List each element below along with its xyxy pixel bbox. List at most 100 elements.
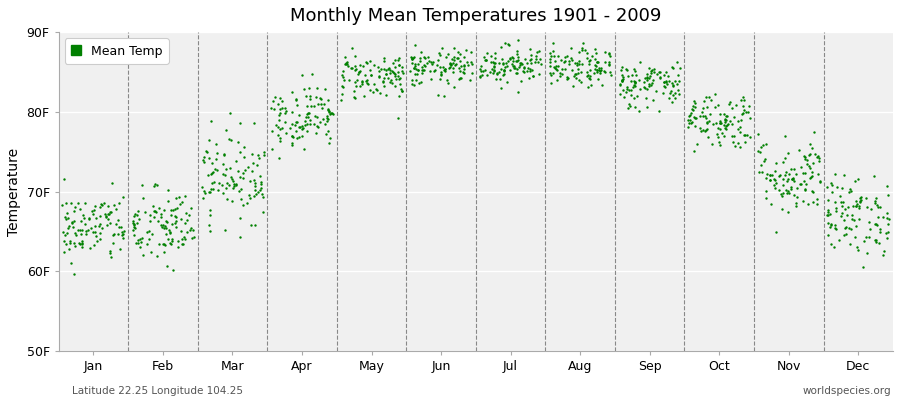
Point xyxy=(67,208,81,214)
Point xyxy=(405,56,419,63)
Point xyxy=(717,133,732,139)
Point xyxy=(800,157,814,163)
Point xyxy=(802,152,816,158)
Point xyxy=(706,121,720,127)
Point xyxy=(688,100,702,106)
Point xyxy=(417,53,431,60)
Point xyxy=(878,248,892,254)
Point xyxy=(56,229,70,235)
Point xyxy=(385,68,400,74)
Point xyxy=(373,68,387,74)
Point xyxy=(55,202,69,208)
Point xyxy=(756,142,770,148)
Point xyxy=(524,60,538,67)
Point xyxy=(461,62,475,68)
Point xyxy=(148,180,162,187)
Point xyxy=(69,232,84,238)
Point xyxy=(446,57,461,63)
Point xyxy=(835,184,850,191)
Point xyxy=(681,120,696,126)
Point xyxy=(623,102,637,109)
Point xyxy=(456,62,471,68)
Point xyxy=(842,225,856,232)
Point xyxy=(705,140,719,147)
Point xyxy=(154,214,168,221)
Point xyxy=(245,151,259,157)
Point xyxy=(497,68,511,74)
Point xyxy=(437,65,452,72)
Point xyxy=(789,203,804,210)
Point xyxy=(719,117,733,123)
Point xyxy=(796,198,810,204)
Point xyxy=(498,40,512,46)
Point xyxy=(316,116,330,122)
Point xyxy=(127,220,141,227)
Point xyxy=(155,224,169,230)
Point xyxy=(832,237,847,244)
Point xyxy=(850,201,865,207)
Point xyxy=(545,48,560,55)
Point xyxy=(76,227,90,234)
Point xyxy=(78,200,93,206)
Point xyxy=(212,187,226,194)
Point xyxy=(835,203,850,210)
Point xyxy=(643,83,657,89)
Point xyxy=(672,65,687,72)
Point xyxy=(179,217,194,224)
Point xyxy=(823,224,837,230)
Point xyxy=(161,187,176,193)
Point xyxy=(150,253,165,260)
Point xyxy=(311,101,326,108)
Point xyxy=(860,234,874,240)
Point xyxy=(844,188,859,194)
Point xyxy=(71,200,86,206)
Point xyxy=(776,158,790,165)
Point xyxy=(688,104,702,110)
Point xyxy=(313,101,328,108)
Point xyxy=(277,104,292,111)
Point xyxy=(242,192,256,198)
Point xyxy=(464,59,478,65)
Point xyxy=(490,76,504,82)
Point xyxy=(543,70,557,76)
Point xyxy=(644,80,659,87)
Point xyxy=(106,240,121,246)
Point xyxy=(543,63,557,69)
Point xyxy=(543,49,557,56)
Point xyxy=(159,224,174,231)
Point xyxy=(93,236,107,242)
Point xyxy=(62,240,77,246)
Point xyxy=(561,75,575,81)
Point xyxy=(131,216,146,223)
Point xyxy=(528,56,543,62)
Point xyxy=(414,49,428,56)
Point xyxy=(226,185,240,191)
Point xyxy=(502,42,517,48)
Point xyxy=(89,215,104,221)
Point xyxy=(739,108,753,115)
Point xyxy=(827,244,842,250)
Point xyxy=(520,68,535,74)
Point xyxy=(532,71,546,77)
Point xyxy=(127,232,141,239)
Point xyxy=(869,202,884,208)
Point xyxy=(202,137,217,144)
Point xyxy=(781,176,796,182)
Point xyxy=(225,198,239,204)
Point xyxy=(776,190,790,196)
Point xyxy=(688,115,702,122)
Point xyxy=(801,201,815,208)
Point xyxy=(63,238,77,244)
Point xyxy=(568,70,582,77)
Point xyxy=(164,240,178,247)
Point xyxy=(712,139,726,146)
Point xyxy=(522,74,536,81)
Point xyxy=(664,99,679,105)
Point xyxy=(359,77,374,84)
Point xyxy=(486,63,500,69)
Point xyxy=(347,79,362,86)
Point xyxy=(348,94,363,101)
Point xyxy=(686,103,700,109)
Point xyxy=(592,68,607,75)
Point xyxy=(789,185,804,191)
